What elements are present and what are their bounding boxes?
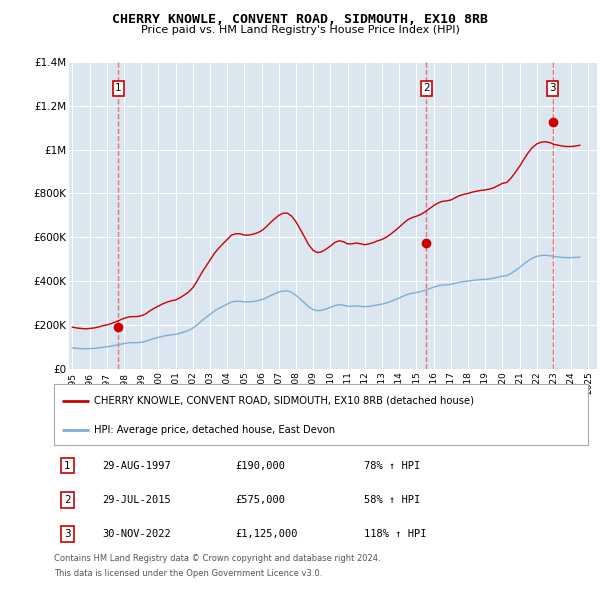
Text: Price paid vs. HM Land Registry's House Price Index (HPI): Price paid vs. HM Land Registry's House … xyxy=(140,25,460,35)
Text: 29-JUL-2015: 29-JUL-2015 xyxy=(102,495,171,504)
Text: 3: 3 xyxy=(64,529,71,539)
Text: 1: 1 xyxy=(115,83,122,93)
Text: 29-AUG-1997: 29-AUG-1997 xyxy=(102,461,171,470)
Text: £1,125,000: £1,125,000 xyxy=(236,529,298,539)
Text: 30-NOV-2022: 30-NOV-2022 xyxy=(102,529,171,539)
Text: 2: 2 xyxy=(64,495,71,504)
Text: 58% ↑ HPI: 58% ↑ HPI xyxy=(364,495,420,504)
Text: Contains HM Land Registry data © Crown copyright and database right 2024.: Contains HM Land Registry data © Crown c… xyxy=(54,554,380,563)
Text: HPI: Average price, detached house, East Devon: HPI: Average price, detached house, East… xyxy=(94,425,335,435)
Text: 1: 1 xyxy=(64,461,71,470)
Text: £190,000: £190,000 xyxy=(236,461,286,470)
Text: CHERRY KNOWLE, CONVENT ROAD, SIDMOUTH, EX10 8RB (detached house): CHERRY KNOWLE, CONVENT ROAD, SIDMOUTH, E… xyxy=(94,396,474,406)
Text: 2: 2 xyxy=(423,83,430,93)
Text: 78% ↑ HPI: 78% ↑ HPI xyxy=(364,461,420,470)
Text: 118% ↑ HPI: 118% ↑ HPI xyxy=(364,529,426,539)
Text: 3: 3 xyxy=(550,83,556,93)
Text: £575,000: £575,000 xyxy=(236,495,286,504)
Text: CHERRY KNOWLE, CONVENT ROAD, SIDMOUTH, EX10 8RB: CHERRY KNOWLE, CONVENT ROAD, SIDMOUTH, E… xyxy=(112,13,488,26)
Text: This data is licensed under the Open Government Licence v3.0.: This data is licensed under the Open Gov… xyxy=(54,569,322,578)
